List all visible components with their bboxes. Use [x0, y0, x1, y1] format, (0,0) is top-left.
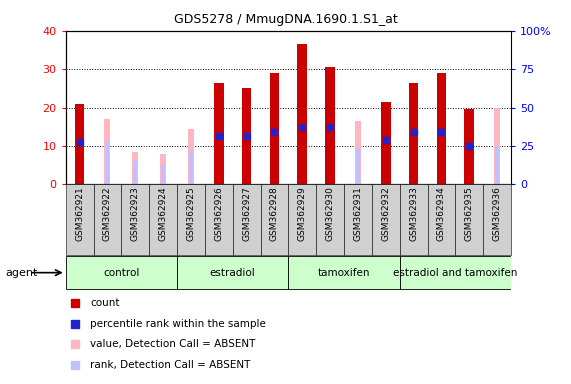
FancyBboxPatch shape [344, 184, 372, 255]
Bar [132, 152, 138, 184]
Bar [189, 150, 193, 184]
Text: rank, Detection Call = ABSENT: rank, Detection Call = ABSENT [90, 360, 251, 370]
Text: count: count [90, 298, 120, 308]
Text: GSM362925: GSM362925 [186, 187, 195, 241]
Text: estradiol and tamoxifen: estradiol and tamoxifen [393, 268, 517, 278]
FancyBboxPatch shape [177, 256, 288, 289]
FancyBboxPatch shape [205, 184, 233, 255]
Bar [242, 88, 251, 184]
Bar [494, 108, 500, 184]
Bar [325, 67, 335, 184]
Bar [437, 73, 447, 184]
FancyBboxPatch shape [122, 184, 149, 255]
Bar [495, 146, 499, 184]
Bar [104, 119, 110, 184]
Bar [381, 102, 391, 184]
FancyBboxPatch shape [260, 184, 288, 255]
Text: GSM362922: GSM362922 [103, 187, 112, 241]
Text: GSM362932: GSM362932 [381, 187, 391, 241]
Text: control: control [103, 268, 139, 278]
Text: GSM362936: GSM362936 [493, 187, 502, 241]
Bar [409, 83, 419, 184]
FancyBboxPatch shape [149, 184, 177, 255]
FancyBboxPatch shape [400, 256, 511, 289]
Bar [161, 165, 165, 184]
Text: GSM362930: GSM362930 [325, 187, 335, 241]
Text: GSM362934: GSM362934 [437, 187, 446, 241]
FancyBboxPatch shape [372, 184, 400, 255]
FancyBboxPatch shape [456, 184, 483, 255]
Text: GSM362927: GSM362927 [242, 187, 251, 241]
Bar [270, 73, 279, 184]
FancyBboxPatch shape [233, 184, 260, 255]
Bar [106, 142, 109, 184]
FancyBboxPatch shape [483, 184, 511, 255]
FancyBboxPatch shape [288, 184, 316, 255]
FancyBboxPatch shape [288, 256, 400, 289]
Text: GDS5278 / MmugDNA.1690.1.S1_at: GDS5278 / MmugDNA.1690.1.S1_at [174, 13, 397, 26]
Bar [355, 121, 361, 184]
Text: GSM362923: GSM362923 [131, 187, 140, 241]
FancyBboxPatch shape [400, 184, 428, 255]
FancyBboxPatch shape [316, 184, 344, 255]
FancyBboxPatch shape [428, 184, 456, 255]
Bar [75, 104, 85, 184]
Text: GSM362928: GSM362928 [270, 187, 279, 241]
Text: value, Detection Call = ABSENT: value, Detection Call = ABSENT [90, 339, 256, 349]
Text: percentile rank within the sample: percentile rank within the sample [90, 319, 266, 329]
FancyBboxPatch shape [94, 184, 122, 255]
Text: GSM362935: GSM362935 [465, 187, 474, 241]
Bar [188, 129, 194, 184]
Bar [356, 148, 360, 184]
Bar [134, 161, 137, 184]
Bar [297, 44, 307, 184]
Text: GSM362924: GSM362924 [159, 187, 168, 241]
Bar [214, 83, 224, 184]
Bar [464, 109, 474, 184]
FancyBboxPatch shape [66, 184, 94, 255]
FancyBboxPatch shape [177, 184, 205, 255]
Text: tamoxifen: tamoxifen [318, 268, 370, 278]
FancyBboxPatch shape [66, 256, 177, 289]
Text: GSM362929: GSM362929 [297, 187, 307, 241]
Text: GSM362933: GSM362933 [409, 187, 418, 241]
Text: GSM362931: GSM362931 [353, 187, 363, 241]
Text: GSM362921: GSM362921 [75, 187, 84, 241]
Text: agent: agent [6, 268, 38, 278]
Text: GSM362926: GSM362926 [214, 187, 223, 241]
Text: estradiol: estradiol [210, 268, 256, 278]
Bar [160, 154, 166, 184]
